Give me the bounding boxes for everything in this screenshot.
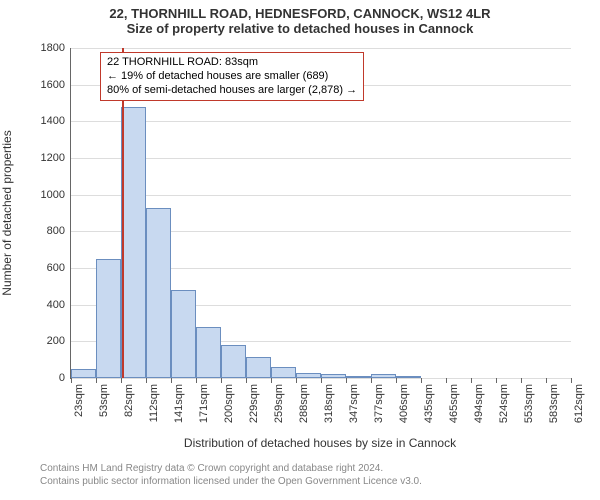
x-tick-mark [396,378,397,383]
footer-line-2: Contains public sector information licen… [40,475,422,488]
y-tick-label: 1200 [41,152,71,164]
histogram-bar [371,374,396,378]
y-tick-label: 600 [47,262,71,274]
y-tick-label: 1800 [41,42,71,54]
y-tick-label: 800 [47,225,71,237]
callout-box: 22 THORNHILL ROAD: 83sqm← 19% of detache… [100,52,364,101]
callout-line: 80% of semi-detached houses are larger (… [107,84,357,98]
histogram-bar [396,376,421,378]
x-tick-label: 288sqm [298,384,310,423]
histogram-bar [321,374,346,378]
x-tick-mark [571,378,572,383]
x-tick-mark [446,378,447,383]
gridline [71,121,571,122]
histogram-bar [196,327,221,378]
x-tick-label: 553sqm [523,384,535,423]
histogram-bar [246,357,271,378]
histogram-bar [96,259,121,378]
x-tick-label: 112sqm [148,384,160,422]
x-tick-label: 53sqm [98,384,110,417]
x-tick-mark [221,378,222,383]
histogram-bar [171,290,196,378]
x-tick-mark [121,378,122,383]
callout-line: 22 THORNHILL ROAD: 83sqm [107,56,357,70]
title-line-1: 22, THORNHILL ROAD, HEDNESFORD, CANNOCK,… [0,0,600,21]
x-tick-label: 200sqm [223,384,235,423]
y-tick-label: 400 [47,299,71,311]
x-tick-label: 347sqm [348,384,360,423]
histogram-bar [121,107,146,378]
x-tick-label: 377sqm [373,384,385,423]
y-axis-label: Number of detached properties [0,130,14,295]
x-tick-label: 171sqm [198,384,210,423]
x-tick-label: 494sqm [473,384,485,423]
histogram-bar [71,369,96,378]
x-tick-label: 435sqm [423,384,435,423]
histogram-bar [146,208,171,379]
x-tick-mark [246,378,247,383]
x-tick-label: 318sqm [323,384,335,423]
x-tick-label: 82sqm [123,384,135,417]
x-tick-mark [196,378,197,383]
x-tick-mark [471,378,472,383]
title-line-2: Size of property relative to detached ho… [0,21,600,36]
y-tick-label: 1600 [41,79,71,91]
x-tick-mark [371,378,372,383]
histogram-bar [221,345,246,378]
x-tick-label: 465sqm [448,384,460,423]
x-tick-mark [546,378,547,383]
x-tick-mark [496,378,497,383]
x-tick-mark [71,378,72,383]
x-tick-label: 259sqm [273,384,285,423]
histogram-bar [346,376,371,378]
x-tick-label: 524sqm [498,384,510,423]
x-tick-mark [521,378,522,383]
x-axis-label: Distribution of detached houses by size … [70,436,570,450]
x-tick-label: 406sqm [398,384,410,423]
callout-line: ← 19% of detached houses are smaller (68… [107,70,357,84]
gridline [71,195,571,196]
y-tick-label: 1400 [41,115,71,127]
footer-line-1: Contains HM Land Registry data © Crown c… [40,462,422,475]
x-tick-mark [171,378,172,383]
gridline [71,158,571,159]
x-tick-mark [346,378,347,383]
x-tick-mark [421,378,422,383]
x-tick-mark [296,378,297,383]
y-tick-label: 1000 [41,189,71,201]
x-tick-mark [321,378,322,383]
y-tick-label: 200 [47,335,71,347]
x-tick-label: 583sqm [548,384,560,423]
histogram-bar [296,373,321,379]
histogram-bar [271,367,296,378]
gridline [71,48,571,49]
x-tick-mark [271,378,272,383]
x-tick-mark [96,378,97,383]
x-tick-label: 612sqm [573,384,585,423]
footer-attribution: Contains HM Land Registry data © Crown c… [40,462,422,488]
x-tick-label: 23sqm [73,384,85,417]
y-tick-label: 0 [59,372,71,384]
x-tick-mark [146,378,147,383]
x-tick-label: 141sqm [173,384,185,423]
x-tick-label: 229sqm [248,384,260,423]
